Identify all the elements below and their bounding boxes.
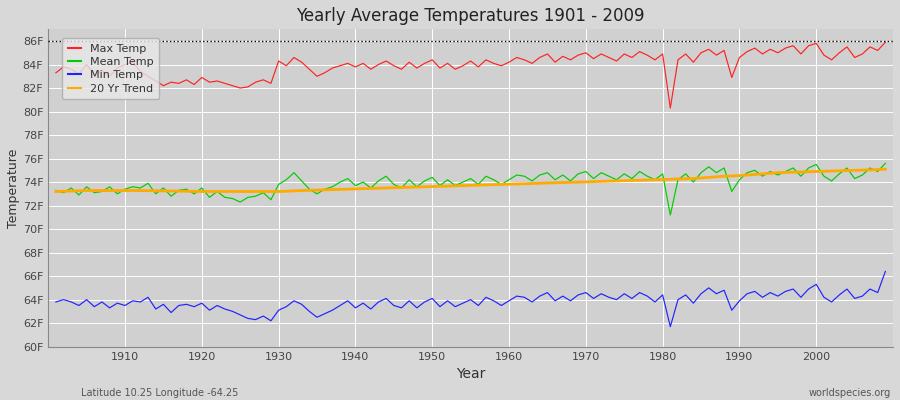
Legend: Max Temp, Mean Temp, Min Temp, 20 Yr Trend: Max Temp, Mean Temp, Min Temp, 20 Yr Tre… xyxy=(62,38,159,99)
X-axis label: Year: Year xyxy=(456,367,485,381)
Text: worldspecies.org: worldspecies.org xyxy=(809,388,891,398)
Title: Yearly Average Temperatures 1901 - 2009: Yearly Average Temperatures 1901 - 2009 xyxy=(296,7,645,25)
Y-axis label: Temperature: Temperature xyxy=(7,148,20,228)
Text: Latitude 10.25 Longitude -64.25: Latitude 10.25 Longitude -64.25 xyxy=(81,388,239,398)
